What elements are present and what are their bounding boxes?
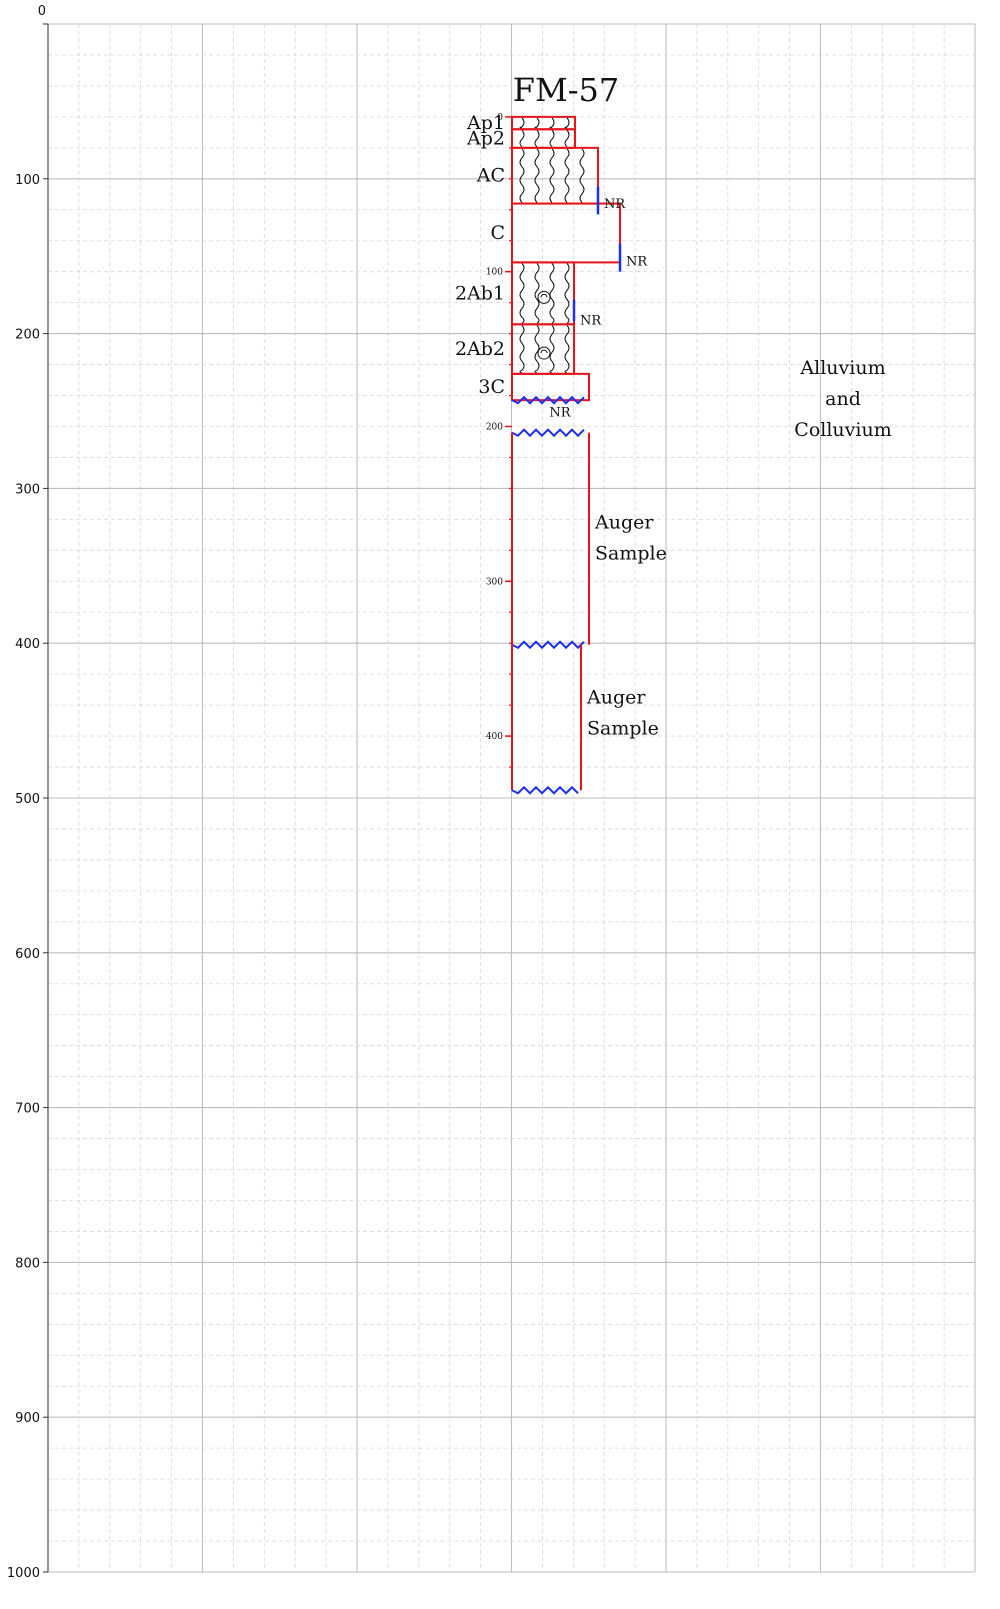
auger-label-line: Sample [595,542,667,564]
horizon-texture [534,263,540,324]
auger-sample-1 [511,432,590,645]
horizon-label: C [490,222,505,244]
horizon-label: 2Ab1 [455,282,505,304]
horizon-texture [564,324,570,374]
y-tick-label: 100 [15,173,40,188]
horizon-label: Ap2 [466,128,505,150]
auger-label-line: Auger [586,686,646,708]
horizon-texture [519,324,525,374]
y-tick-label: 300 [15,482,40,497]
auger-label: Auger Sample [586,686,659,739]
horizon-texture [549,148,555,203]
deposit-label-line: and [825,388,861,410]
horizon-texture [549,129,555,148]
column-title: FM-57 [513,71,620,109]
horizon-texture [534,148,540,203]
y-tick-label: 0 [38,4,46,19]
y-tick-label: 1000 [7,1566,40,1581]
horizon-label: 3C [478,376,505,398]
horizon-texture [564,129,570,148]
soil-column [505,115,622,795]
horizon-texture [564,117,570,129]
horizon-texture [579,148,585,203]
y-tick-label: 900 [15,1411,40,1426]
gap-top-boundary [511,395,585,405]
y-tick-label: 200 [15,328,40,343]
y-axis: 0 100 200 300 400 500 600 700 800 900 1000 [7,4,49,1581]
y-tick-label: 500 [15,792,40,807]
horizon-texture [519,117,525,129]
horizon-texture [534,324,540,374]
gastropod-symbol [537,290,551,304]
horizon-texture [564,263,570,324]
auger-sample-2 [511,644,582,791]
y-tick-label: 800 [15,1256,40,1271]
horizon-label: 2Ab2 [455,338,505,360]
y-tick-label: 400 [15,637,40,652]
horizon-texture [534,129,540,148]
depth-tick-label: 400 [486,732,503,742]
depth-tick-label: 0 [497,113,503,123]
depth-tick-label: 200 [486,422,503,432]
horizon-texture [519,129,525,148]
deposit-label-line: Colluvium [794,419,891,441]
horizon-texture [519,263,525,324]
deposit-label-line: Alluvium [799,357,885,379]
auger-label: Auger Sample [594,511,667,564]
auger-label-line: Sample [587,717,659,739]
nr-label: NR [604,197,626,212]
y-tick-label: 600 [15,947,40,962]
horizon-texture [534,117,540,129]
horizon-texture [564,148,570,203]
depth-tick-label: 100 [486,268,503,278]
horizon-box [511,202,621,264]
nr-label: NR [549,406,571,421]
auger-sample-1-bottom [511,640,585,650]
y-tick-label: 700 [15,1102,40,1117]
nr-label: NR [580,313,602,328]
horizon-box [511,323,575,375]
horizon-label: Ap1 [466,112,505,134]
horizon-label: AC [476,165,505,187]
gap-bottom-boundary [511,428,585,438]
horizon-texture [549,117,555,129]
depth-tick-label: 300 [486,577,503,587]
nr-label: NR [626,254,648,269]
gastropod-symbol [537,346,551,360]
horizon-box [511,146,599,205]
horizon-texture [549,324,555,374]
horizon-texture [519,148,525,203]
auger-sample-2-bottom [511,785,579,795]
horizon-texture [549,263,555,324]
deposit-label: Alluvium and Colluvium [794,357,891,441]
auger-label-line: Auger [594,511,654,533]
